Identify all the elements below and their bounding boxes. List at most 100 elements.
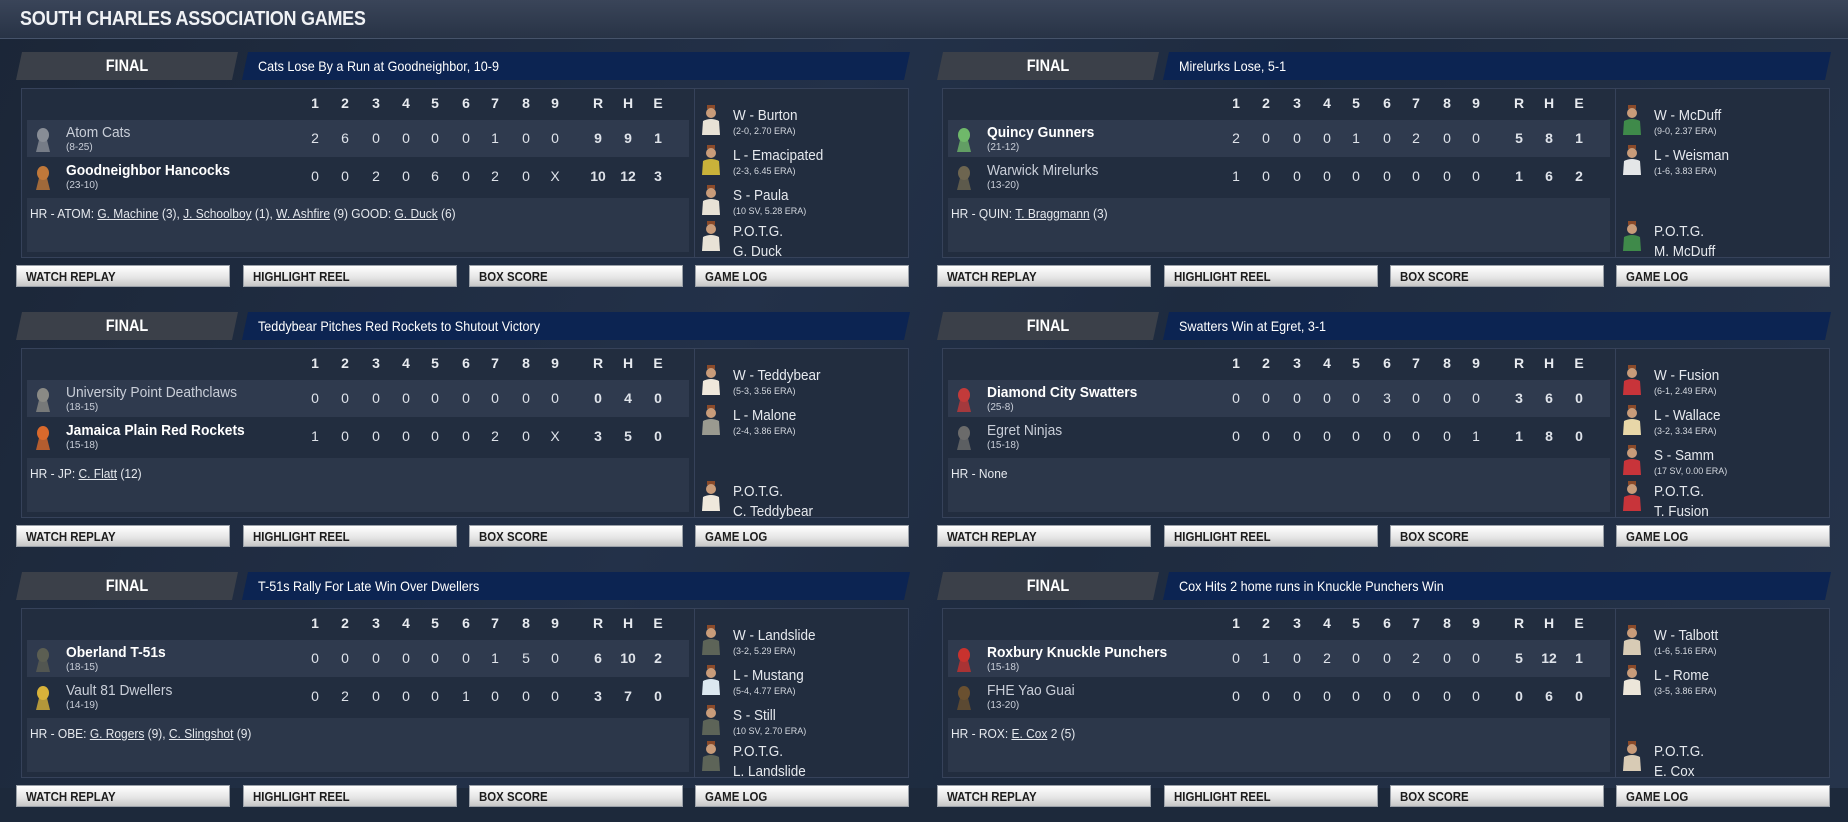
- inning-score: 0: [311, 688, 319, 704]
- box-score-button[interactable]: BOX SCORE: [469, 525, 683, 547]
- potg-name[interactable]: E. Cox: [1654, 763, 1695, 780]
- hr-player-link[interactable]: T. Braggmann: [1015, 206, 1090, 221]
- hr-player-link[interactable]: J. Schoolboy: [183, 206, 252, 221]
- pitcher-label[interactable]: W - McDuff: [1654, 107, 1722, 124]
- potg-name[interactable]: C. Teddybear: [733, 503, 814, 520]
- team-name[interactable]: Quincy Gunners: [987, 124, 1095, 141]
- box-score-button[interactable]: BOX SCORE: [1390, 525, 1604, 547]
- pitcher-label[interactable]: W - Talbott: [1654, 627, 1719, 644]
- team-name[interactable]: Jamaica Plain Red Rockets: [66, 422, 245, 439]
- pitcher-label[interactable]: S - Samm: [1654, 447, 1715, 464]
- game-log-button[interactable]: GAME LOG: [695, 265, 909, 287]
- team-name[interactable]: Oberland T-51s: [66, 644, 166, 661]
- pitcher-label[interactable]: P.O.T.G.: [1654, 743, 1705, 760]
- total-r: 0: [1515, 688, 1523, 704]
- pitcher-label[interactable]: S - Paula: [733, 187, 789, 204]
- potg-name[interactable]: G. Duck: [733, 243, 782, 260]
- pitcher-label[interactable]: P.O.T.G.: [733, 743, 784, 760]
- game-log-button[interactable]: GAME LOG: [695, 785, 909, 807]
- pitchers-divider: [694, 89, 695, 257]
- game-log-button[interactable]: GAME LOG: [1616, 265, 1830, 287]
- team-name[interactable]: Goodneighbor Hancocks: [66, 162, 231, 179]
- pitcher-label[interactable]: W - Teddybear: [733, 367, 821, 384]
- pitcher-stat-line: (2-4, 3.86 ERA): [733, 426, 796, 436]
- player-portrait-icon: [1621, 405, 1643, 435]
- pitcher-label[interactable]: P.O.T.G.: [733, 223, 784, 240]
- pitcher-label[interactable]: L - Mustang: [733, 667, 804, 684]
- team-name[interactable]: University Point Deathclaws: [66, 384, 238, 401]
- inning-score: 2: [1412, 650, 1420, 666]
- watch-replay-button[interactable]: WATCH REPLAY: [937, 525, 1151, 547]
- inning-score: 0: [522, 168, 530, 184]
- pitcher-label[interactable]: S - Still: [733, 707, 776, 724]
- swatter-logo-icon: [953, 386, 975, 412]
- total-e: 1: [1575, 130, 1583, 146]
- inning-score: 1: [1352, 130, 1360, 146]
- pitcher-label[interactable]: L - Rome: [1654, 667, 1710, 684]
- highlight-reel-button[interactable]: HIGHLIGHT REEL: [243, 785, 457, 807]
- pitcher-label[interactable]: P.O.T.G.: [1654, 483, 1705, 500]
- hr-text: 2 (5): [1047, 726, 1076, 741]
- game-log-button[interactable]: GAME LOG: [1616, 785, 1830, 807]
- totals-header: R: [592, 615, 604, 631]
- game-headline: Teddybear Pitches Red Rockets to Shutout…: [258, 318, 541, 334]
- total-r: 0: [594, 390, 602, 406]
- highlight-reel-button[interactable]: HIGHLIGHT REEL: [1164, 525, 1378, 547]
- status-band: FINAL: [937, 572, 1159, 600]
- box-score-button[interactable]: BOX SCORE: [1390, 785, 1604, 807]
- pitcher-label[interactable]: W - Landslide: [733, 627, 816, 644]
- button-label: GAME LOG: [705, 269, 768, 284]
- box-score-button[interactable]: BOX SCORE: [1390, 265, 1604, 287]
- box-score-button[interactable]: BOX SCORE: [469, 785, 683, 807]
- watch-replay-button[interactable]: WATCH REPLAY: [16, 525, 230, 547]
- hr-player-link[interactable]: G. Machine: [97, 206, 159, 221]
- team-name[interactable]: Atom Cats: [66, 124, 131, 141]
- hr-player-link[interactable]: C. Flatt: [78, 466, 118, 481]
- team-name[interactable]: Roxbury Knuckle Punchers: [987, 644, 1168, 661]
- inning-header: 1: [311, 615, 319, 631]
- inning-header: 6: [462, 615, 470, 631]
- highlight-reel-button[interactable]: HIGHLIGHT REEL: [1164, 265, 1378, 287]
- inning-header: 6: [1383, 355, 1391, 371]
- highlight-reel-button[interactable]: HIGHLIGHT REEL: [243, 525, 457, 547]
- game-log-button[interactable]: GAME LOG: [695, 525, 909, 547]
- team-name[interactable]: Warwick Mirelurks: [987, 162, 1099, 179]
- button-label: HIGHLIGHT REEL: [253, 269, 350, 284]
- game-log-button[interactable]: GAME LOG: [1616, 525, 1830, 547]
- pitcher-stat-line: (3-2, 5.29 ERA): [733, 646, 796, 656]
- watch-replay-button[interactable]: WATCH REPLAY: [937, 785, 1151, 807]
- team-name[interactable]: Diamond City Swatters: [987, 384, 1138, 401]
- watch-replay-button[interactable]: WATCH REPLAY: [16, 265, 230, 287]
- pitcher-label[interactable]: P.O.T.G.: [733, 483, 784, 500]
- pitcher-label[interactable]: L - Emacipated: [733, 147, 824, 164]
- watch-replay-button[interactable]: WATCH REPLAY: [937, 265, 1151, 287]
- status-band: FINAL: [16, 312, 238, 340]
- potg-name[interactable]: M. McDuff: [1654, 243, 1716, 260]
- potg-name[interactable]: L. Landslide: [733, 763, 806, 780]
- pitcher-label[interactable]: L - Wallace: [1654, 407, 1721, 424]
- hr-player-link[interactable]: W. Ashfire: [276, 206, 331, 221]
- hr-player-link[interactable]: G. Rogers: [89, 726, 145, 741]
- team-name[interactable]: Vault 81 Dwellers: [66, 682, 173, 699]
- pitcher-label[interactable]: L - Weisman: [1654, 147, 1730, 164]
- inning-score: 0: [462, 130, 470, 146]
- team-name[interactable]: Egret Ninjas: [987, 422, 1063, 439]
- status-band: FINAL: [937, 312, 1159, 340]
- team-name[interactable]: FHE Yao Guai: [987, 682, 1075, 699]
- pitcher-label[interactable]: L - Malone: [733, 407, 797, 424]
- watch-replay-button[interactable]: WATCH REPLAY: [16, 785, 230, 807]
- potg-name[interactable]: T. Fusion: [1654, 503, 1709, 520]
- pitcher-label[interactable]: W - Burton: [733, 107, 798, 124]
- button-label: HIGHLIGHT REEL: [1174, 789, 1271, 804]
- inning-score: 5: [522, 650, 530, 666]
- inning-score: 0: [311, 390, 319, 406]
- hr-player-link[interactable]: C. Slingshot: [168, 726, 234, 741]
- pitcher-label[interactable]: P.O.T.G.: [1654, 223, 1705, 240]
- highlight-reel-button[interactable]: HIGHLIGHT REEL: [243, 265, 457, 287]
- highlight-reel-button[interactable]: HIGHLIGHT REEL: [1164, 785, 1378, 807]
- pitcher-label[interactable]: W - Fusion: [1654, 367, 1720, 384]
- box-score-button[interactable]: BOX SCORE: [469, 265, 683, 287]
- button-label: WATCH REPLAY: [947, 529, 1037, 544]
- hr-player-link[interactable]: E. Cox: [1011, 726, 1048, 741]
- hr-player-link[interactable]: G. Duck: [394, 206, 438, 221]
